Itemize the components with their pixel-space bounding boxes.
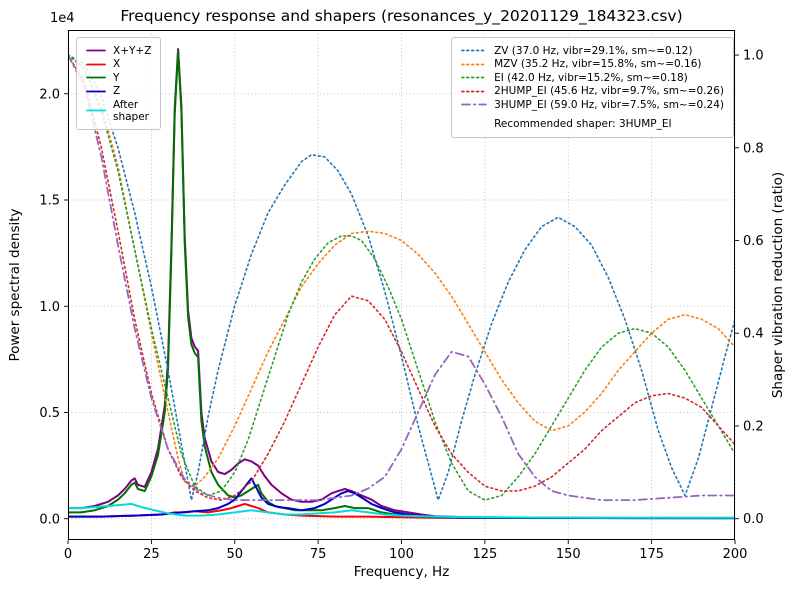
legend-axes: X+Y+Z X Y Z After shaper bbox=[76, 37, 162, 131]
legend-item: Z bbox=[86, 85, 151, 97]
legend-shapers-entries: ZV (37.0 Hz, vibr=29.1%, sm~=0.12) MZV (3… bbox=[461, 45, 724, 111]
axes-spine bbox=[68, 30, 735, 540]
y-right-tick-label: 0.8 bbox=[743, 141, 764, 156]
x-tick-label: 200 bbox=[723, 547, 748, 562]
legend-item-label: 3HUMP_EI (59.0 Hz, vibr=7.5%, sm~=0.24) bbox=[494, 98, 724, 111]
legend-item-label: 2HUMP_EI (45.6 Hz, vibr=9.7%, sm~=0.26) bbox=[494, 85, 724, 98]
legend-line-sample bbox=[461, 63, 487, 65]
legend-item: After shaper bbox=[86, 99, 151, 123]
x-tick-label: 100 bbox=[389, 547, 414, 562]
series-2HUMP_EI bbox=[68, 54, 735, 501]
x-tick-label: 25 bbox=[143, 547, 160, 562]
legend-shapers: ZV (37.0 Hz, vibr=29.1%, sm~=0.12) MZV (3… bbox=[451, 37, 734, 138]
x-tick-label: 175 bbox=[639, 547, 664, 562]
series-EI bbox=[68, 54, 735, 501]
series-Y bbox=[68, 50, 735, 520]
x-tick-label: 150 bbox=[556, 547, 581, 562]
y-axis-left-label: Power spectral density bbox=[7, 208, 23, 362]
series-X-Y-Z bbox=[68, 48, 735, 519]
legend-item: 3HUMP_EI (59.0 Hz, vibr=7.5%, sm~=0.24) bbox=[461, 99, 724, 111]
x-tick-label: 50 bbox=[226, 547, 243, 562]
y-left-tick-label: 1.0 bbox=[39, 300, 60, 315]
y-right-tick-label: 0.2 bbox=[743, 419, 764, 434]
y-left-tick-label: 1.5 bbox=[39, 194, 60, 209]
series-ZV bbox=[68, 54, 735, 501]
y-left-tick-label: 0.5 bbox=[39, 406, 60, 421]
legend-line-sample bbox=[461, 90, 487, 93]
legend-item-label: Y bbox=[113, 71, 120, 84]
legend-line-sample bbox=[86, 49, 106, 52]
legend-item: Y bbox=[86, 72, 151, 84]
series-3HUMP_EI bbox=[68, 54, 735, 501]
legend-item: MZV (35.2 Hz, vibr=15.8%, sm~=0.16) bbox=[461, 58, 724, 70]
legend-item-label: X+Y+Z bbox=[113, 44, 152, 57]
y-right-tick-label: 0.6 bbox=[743, 234, 764, 249]
y-left-tick-label: 2.0 bbox=[39, 87, 60, 102]
x-axis-label: Frequency, Hz bbox=[353, 564, 450, 580]
legend-item-label: ZV (37.0 Hz, vibr=29.1%, sm~=0.12) bbox=[494, 44, 693, 57]
legend-line-sample bbox=[461, 49, 487, 52]
x-tick-label: 75 bbox=[310, 547, 327, 562]
legend-line-sample bbox=[461, 76, 487, 79]
chart-title: Frequency response and shapers (resonanc… bbox=[120, 7, 683, 25]
legend-line-sample bbox=[86, 90, 106, 93]
legend-item-label: X bbox=[113, 58, 121, 71]
legend-item-label: After shaper bbox=[113, 98, 150, 123]
legend-line-sample bbox=[86, 76, 106, 79]
legend-item-label: MZV (35.2 Hz, vibr=15.8%, sm~=0.16) bbox=[494, 58, 702, 71]
x-tick-label: 125 bbox=[472, 547, 497, 562]
y-axis-offset-label: 1e4 bbox=[50, 11, 75, 26]
legend-item-label: EI (42.0 Hz, vibr=15.2%, sm~=0.18) bbox=[494, 71, 688, 84]
legend-item: EI (42.0 Hz, vibr=15.2%, sm~=0.18) bbox=[461, 72, 724, 84]
legend-item: ZV (37.0 Hz, vibr=29.1%, sm~=0.12) bbox=[461, 45, 724, 57]
legend-item: 2HUMP_EI (45.6 Hz, vibr=9.7%, sm~=0.26) bbox=[461, 85, 724, 97]
y-right-tick-label: 1.0 bbox=[743, 49, 764, 64]
series-After-shaper bbox=[68, 502, 735, 519]
y-right-tick-label: 0.4 bbox=[743, 327, 764, 342]
y-right-tick-label: 0.0 bbox=[743, 512, 764, 527]
legend-item-label: Z bbox=[113, 85, 121, 98]
legend-item: X bbox=[86, 58, 151, 70]
series-MZV bbox=[68, 54, 735, 487]
legend-line-sample bbox=[86, 109, 106, 112]
recommended-shaper-note: Recommended shaper: 3HUMP_EI bbox=[494, 117, 672, 130]
legend-item: X+Y+Z bbox=[86, 45, 151, 57]
y-left-tick-label: 0.0 bbox=[39, 512, 60, 527]
legend-line-sample bbox=[86, 63, 106, 65]
x-tick-label: 0 bbox=[64, 547, 72, 562]
y-axis-right-label: Shaper vibration reduction (ratio) bbox=[770, 171, 786, 399]
legend-line-sample bbox=[461, 103, 487, 106]
